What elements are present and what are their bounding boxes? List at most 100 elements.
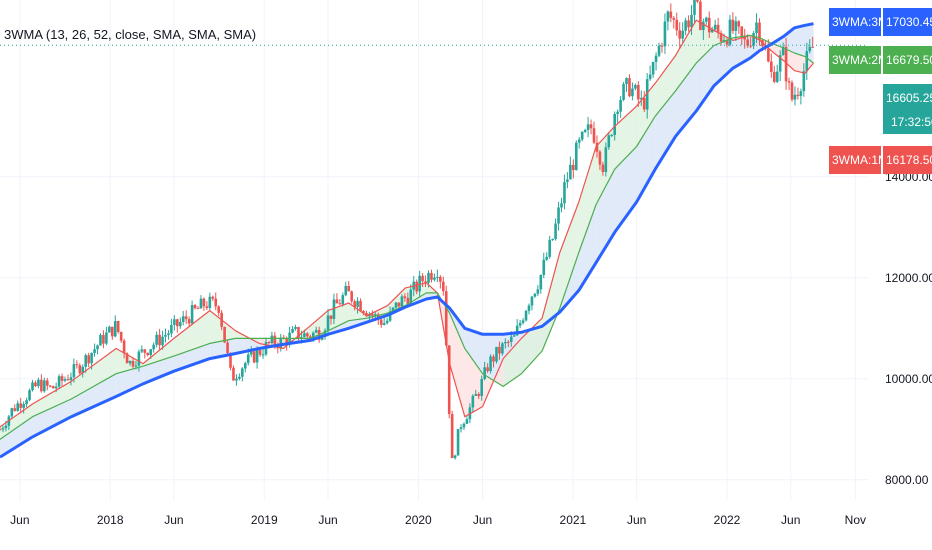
candle-down — [252, 351, 256, 363]
price-tag-value: 16679.50 — [886, 53, 932, 67]
candle-down — [229, 352, 232, 368]
candle-up — [356, 300, 359, 307]
candle-down — [758, 22, 761, 41]
candle-up — [557, 207, 560, 224]
candle-down — [430, 272, 433, 280]
candle-down — [335, 299, 339, 304]
candle-down — [784, 46, 788, 82]
candle-down — [746, 39, 749, 46]
candle-up — [140, 349, 144, 352]
candle-down — [696, 0, 699, 2]
candle-down — [403, 296, 407, 299]
x-tick-label: 2019 — [251, 513, 278, 527]
candle-up — [639, 97, 643, 100]
candle-up — [625, 78, 628, 85]
candle-up — [303, 333, 306, 338]
candle-up — [25, 400, 28, 405]
candle-up — [291, 328, 294, 333]
candle-up — [418, 275, 421, 292]
band-2ma-3ma — [636, 116, 656, 203]
candle-up — [651, 61, 655, 75]
x-tick-label: Jun — [164, 513, 183, 527]
band-1ma-2ma — [559, 202, 579, 309]
candle-up — [90, 352, 93, 364]
candle-down — [75, 364, 79, 366]
candle-up — [99, 334, 102, 346]
candle-up — [155, 334, 158, 345]
candle-up — [536, 289, 540, 294]
x-axis: Jun 2018 Jun 2019 Jun 2020 Jun 2021 Jun 2022 Jun No… — [10, 513, 866, 527]
candle-up — [294, 327, 297, 329]
candle-up — [610, 134, 614, 136]
candle-up — [554, 223, 557, 240]
candle-down — [205, 306, 209, 308]
candle-down — [740, 26, 744, 37]
candle-up — [113, 321, 117, 337]
candle-down — [767, 48, 770, 62]
candle-down — [737, 21, 741, 27]
candle-up — [246, 354, 250, 364]
candle-up — [563, 182, 566, 204]
candle-up — [722, 39, 726, 42]
band-1ma-2ma — [794, 53, 806, 74]
candle-up — [734, 21, 738, 31]
line-3wma-1ma — [0, 19, 814, 428]
indicator-title[interactable]: 3WMA (13, 26, 52, close, SMA, SMA, SMA) — [4, 27, 257, 42]
candle-up — [793, 94, 797, 100]
candle-down — [731, 19, 735, 31]
x-tick-label: 2018 — [97, 513, 124, 527]
candle-up — [10, 408, 14, 417]
candle-up — [802, 71, 806, 92]
candle-down — [87, 355, 90, 364]
candle-up — [22, 404, 25, 408]
candle-up — [808, 46, 812, 52]
candle-up — [560, 203, 563, 208]
candle-down — [444, 291, 448, 346]
band-1ma-2ma — [542, 252, 560, 352]
band-2ma-3ma — [794, 25, 806, 57]
candle-down — [678, 30, 682, 39]
candle-up — [173, 319, 176, 325]
grid-lines — [0, 0, 868, 500]
candle-up — [607, 135, 611, 148]
candle-down — [143, 349, 147, 353]
band-1ma-2ma — [310, 310, 329, 339]
band-1ma-2ma — [449, 313, 465, 417]
candle-up — [604, 147, 608, 172]
candle-up — [456, 429, 460, 456]
candle-up — [453, 455, 457, 459]
candle-down — [406, 298, 410, 305]
candle-down — [273, 335, 277, 346]
candle-down — [492, 356, 495, 362]
candle-up — [72, 364, 76, 378]
candle-down — [48, 385, 52, 387]
candle-up — [108, 326, 111, 333]
candle-down — [725, 39, 729, 45]
candle-up — [619, 99, 622, 112]
candle-down — [397, 302, 401, 307]
candle-down — [379, 319, 383, 325]
candle-up — [613, 113, 616, 135]
candle-down — [450, 414, 454, 459]
candle-up — [436, 276, 439, 278]
candle-down — [660, 45, 664, 47]
candle-up — [521, 320, 525, 323]
candle-down — [196, 308, 200, 310]
candle-down — [716, 24, 720, 33]
candle-down — [362, 310, 365, 313]
candle-up — [574, 142, 578, 171]
candle-up — [710, 29, 714, 33]
candle-down — [628, 78, 631, 97]
candle-down — [359, 300, 362, 311]
candle-up — [663, 21, 667, 47]
candle-down — [371, 313, 374, 316]
candle-down — [202, 298, 206, 307]
candle-up — [69, 377, 73, 381]
candle-down — [669, 11, 673, 18]
candle-down — [193, 305, 197, 309]
candle-up — [391, 307, 395, 312]
price-tag-value: 16178.50 — [886, 153, 932, 167]
candle-up — [462, 423, 466, 428]
